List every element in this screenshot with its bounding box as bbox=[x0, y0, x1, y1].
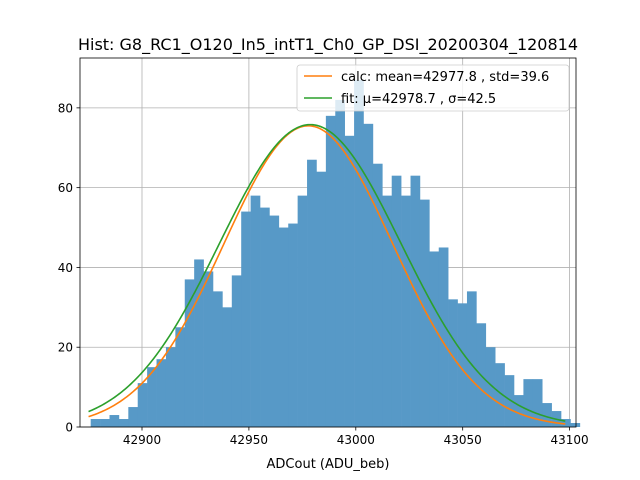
histogram-bar bbox=[448, 299, 458, 427]
legend-box bbox=[296, 64, 570, 112]
histogram-bar bbox=[109, 415, 120, 427]
histogram-bar bbox=[241, 211, 251, 427]
gaussian-curves bbox=[88, 123, 566, 425]
x-tick-label: 43100 bbox=[550, 433, 588, 447]
plot-frame bbox=[79, 57, 577, 428]
histogram-bar bbox=[401, 195, 411, 427]
y-tick-label: 60 bbox=[58, 181, 73, 195]
histogram-bar bbox=[128, 407, 139, 427]
histogram-bar bbox=[485, 347, 496, 427]
histogram-bar bbox=[419, 199, 430, 427]
histogram-bar bbox=[561, 419, 571, 427]
histogram-bars bbox=[90, 79, 581, 428]
y-tick-label: 40 bbox=[58, 261, 73, 275]
legend-label-calc: calc: mean=42977.8 , std=39.6 bbox=[341, 70, 549, 85]
histogram-bar bbox=[363, 123, 374, 427]
histogram-bar bbox=[212, 291, 223, 427]
histogram-bar bbox=[372, 163, 383, 428]
histogram-bar bbox=[514, 395, 524, 427]
y-tick-label: 80 bbox=[58, 101, 73, 115]
histogram-bar bbox=[457, 303, 468, 427]
histogram-bar bbox=[250, 195, 261, 427]
histogram-bar bbox=[570, 423, 581, 427]
histogram-bar bbox=[504, 375, 515, 427]
histogram-bar bbox=[231, 275, 242, 427]
histogram-bar bbox=[438, 247, 449, 427]
histogram-bar bbox=[194, 259, 204, 427]
histogram-bar bbox=[354, 79, 364, 427]
histogram-bar bbox=[288, 223, 298, 427]
histogram-bar bbox=[222, 307, 233, 427]
histogram-bar bbox=[156, 359, 167, 427]
x-tick-label: 42950 bbox=[230, 433, 268, 447]
histogram-bar bbox=[495, 363, 505, 427]
histogram-bar bbox=[382, 195, 393, 427]
y-tick-label: 20 bbox=[58, 341, 73, 355]
histogram-bar bbox=[297, 195, 308, 427]
histogram-bar bbox=[344, 135, 355, 427]
histogram-bar bbox=[90, 419, 101, 427]
histogram-bar bbox=[147, 367, 157, 427]
x-tick-label: 43000 bbox=[337, 433, 375, 447]
histogram-bar bbox=[278, 227, 289, 427]
histogram-bar bbox=[391, 175, 402, 427]
histogram-bar bbox=[316, 171, 327, 427]
histogram-bar bbox=[307, 159, 317, 428]
histogram-bar bbox=[269, 215, 280, 427]
histogram-bar bbox=[175, 327, 186, 427]
histogram-bar bbox=[203, 271, 214, 427]
x-tick-label: 42900 bbox=[123, 433, 161, 447]
histogram-bar bbox=[118, 419, 129, 427]
calc-gaussian-curve bbox=[88, 125, 566, 425]
histogram-bar bbox=[466, 291, 477, 427]
histogram-bar bbox=[429, 251, 440, 427]
histogram-bar bbox=[335, 99, 345, 428]
axis-ticks: 42900 42950 43000 43050 43100 0 20 40 60 80 bbox=[58, 101, 589, 447]
histogram-bar bbox=[532, 379, 543, 427]
chart-title: Hist: G8_RC1_O120_In5_intT1_Ch0_GP_DSI_2… bbox=[78, 35, 578, 55]
histogram-bar bbox=[410, 175, 421, 427]
x-axis-label: ADCout (ADU_beb) bbox=[267, 457, 390, 472]
histogram-bar bbox=[137, 383, 148, 427]
x-tick-label: 43050 bbox=[444, 433, 482, 447]
fit-gaussian-curve bbox=[88, 123, 566, 422]
y-tick-label: 0 bbox=[65, 421, 73, 435]
histogram-bar bbox=[260, 207, 270, 427]
histogram-bar bbox=[325, 115, 336, 427]
histogram-bar bbox=[100, 419, 110, 427]
legend-label-fit: fit: μ=42978.7 , σ=42.5 bbox=[341, 92, 496, 107]
legend: calc: mean=42977.8 , std=39.6 fit: μ=429… bbox=[296, 64, 570, 112]
histogram-bar bbox=[165, 347, 176, 427]
histogram-bar bbox=[184, 279, 195, 427]
histogram-bar bbox=[542, 403, 552, 427]
histogram-bar bbox=[523, 379, 534, 427]
